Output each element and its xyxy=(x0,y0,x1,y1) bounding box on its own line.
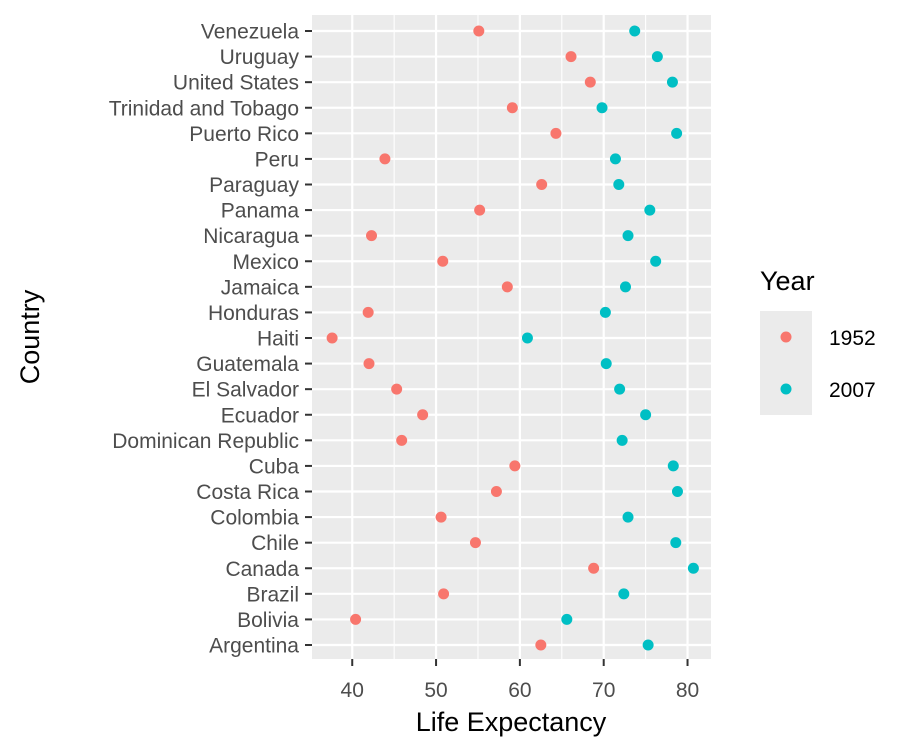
x-tick-label: 70 xyxy=(592,679,615,702)
point-1952-argentina xyxy=(535,639,547,651)
point-1952-ecuador xyxy=(417,409,429,421)
y-tick-label: Chile xyxy=(251,532,299,555)
point-2007-canada xyxy=(687,562,699,574)
point-1952-nicaragua xyxy=(366,230,378,242)
y-tick-label: El Salvador xyxy=(192,379,299,402)
point-1952-uruguay xyxy=(565,51,577,63)
y-tick-label: Honduras xyxy=(208,302,299,325)
legend-title: Year xyxy=(760,266,815,296)
data-points xyxy=(326,25,699,651)
y-tick-label: Venezuela xyxy=(201,21,299,44)
y-tick-label: Nicaragua xyxy=(203,225,299,248)
y-tick-label: Brazil xyxy=(246,583,299,606)
point-2007-cuba xyxy=(667,460,679,472)
point-2007-dominican-republic xyxy=(616,434,628,446)
point-1952-brazil xyxy=(438,588,450,600)
y-tick-label: Jamaica xyxy=(221,276,300,299)
x-tick-label: 60 xyxy=(508,679,531,702)
y-tick-label: Trinidad and Tobago xyxy=(109,97,299,120)
y-tick-label: Cuba xyxy=(249,455,300,478)
y-tick-label: Dominican Republic xyxy=(112,430,299,453)
point-1952-haiti xyxy=(326,332,338,344)
point-2007-united-states xyxy=(666,76,678,88)
y-tick-label: Peru xyxy=(255,148,299,171)
point-2007-trinidad-and-tobago xyxy=(596,102,608,114)
point-1952-guatemala xyxy=(363,358,375,370)
y-tick-label: Canada xyxy=(225,558,299,581)
y-tick-label: Costa Rica xyxy=(196,481,299,504)
point-2007-honduras xyxy=(599,306,611,318)
point-2007-haiti xyxy=(521,332,533,344)
point-2007-colombia xyxy=(622,511,634,523)
point-2007-ecuador xyxy=(640,409,652,421)
point-2007-peru xyxy=(609,153,621,165)
y-tick-label: Uruguay xyxy=(220,46,300,69)
point-1952-cuba xyxy=(509,460,521,472)
point-1952-colombia xyxy=(435,511,447,523)
point-1952-jamaica xyxy=(501,281,513,293)
y-tick-label: Bolivia xyxy=(237,609,299,632)
x-axis: 40 50 60 70 80 xyxy=(341,659,699,702)
legend-dot-2007 xyxy=(780,383,792,395)
x-tick-label: 50 xyxy=(424,679,447,702)
y-tick-label: Guatemala xyxy=(196,353,299,376)
point-1952-trinidad-and-tobago xyxy=(506,102,518,114)
point-2007-jamaica xyxy=(620,281,631,293)
point-2007-argentina xyxy=(642,639,654,651)
y-tick-label: Ecuador xyxy=(221,404,299,427)
point-1952-peru xyxy=(379,153,391,165)
point-1952-honduras xyxy=(362,306,374,318)
point-1952-mexico xyxy=(437,255,449,267)
legend-label-2007: 2007 xyxy=(829,379,876,402)
point-2007-panama xyxy=(644,204,656,216)
point-1952-chile xyxy=(469,537,481,549)
point-1952-canada xyxy=(588,562,600,574)
x-tick-label: 40 xyxy=(341,679,364,702)
point-1952-puerto-rico xyxy=(550,127,562,139)
point-2007-paraguay xyxy=(613,179,625,190)
point-1952-bolivia xyxy=(350,613,362,625)
point-2007-venezuela xyxy=(629,25,641,37)
point-2007-nicaragua xyxy=(622,230,634,242)
y-tick-label: Puerto Rico xyxy=(189,123,299,146)
point-1952-venezuela xyxy=(473,25,485,37)
y-tick-label: United States xyxy=(173,72,299,95)
legend: Year 1952 2007 xyxy=(760,266,876,415)
point-2007-chile xyxy=(670,537,682,549)
point-2007-brazil xyxy=(618,588,630,600)
point-1952-united-states xyxy=(584,76,596,88)
point-2007-puerto-rico xyxy=(671,127,683,139)
legend-label-1952: 1952 xyxy=(829,327,876,350)
point-2007-bolivia xyxy=(561,613,573,625)
point-1952-panama xyxy=(474,204,486,216)
y-tick-label: Paraguay xyxy=(209,174,299,197)
y-axis-title: Country xyxy=(15,289,45,384)
y-tick-label: Colombia xyxy=(210,507,299,530)
point-1952-el-salvador xyxy=(391,383,403,395)
y-tick-label: Argentina xyxy=(209,635,299,658)
point-1952-costa-rica xyxy=(490,486,502,497)
point-1952-dominican-republic xyxy=(396,434,408,446)
point-2007-guatemala xyxy=(600,358,612,370)
x-tick-label: 80 xyxy=(676,679,699,702)
y-tick-label: Panama xyxy=(221,200,300,223)
gridlines xyxy=(312,15,711,659)
point-2007-uruguay xyxy=(651,51,663,63)
point-2007-mexico xyxy=(650,255,662,267)
point-2007-costa-rica xyxy=(671,486,683,497)
point-2007-el-salvador xyxy=(614,383,626,395)
y-tick-label: Mexico xyxy=(232,251,299,274)
legend-dot-1952 xyxy=(780,331,792,343)
x-axis-title: Life Expectancy xyxy=(416,707,607,737)
point-1952-paraguay xyxy=(536,179,548,190)
y-tick-label: Haiti xyxy=(257,328,299,351)
